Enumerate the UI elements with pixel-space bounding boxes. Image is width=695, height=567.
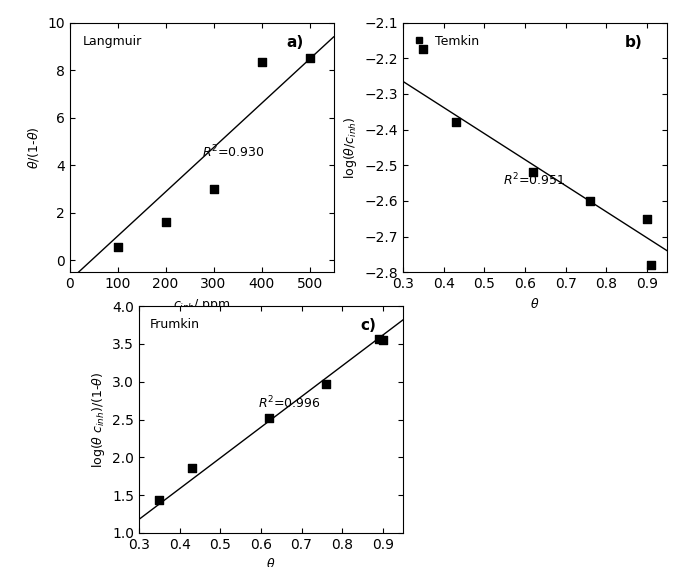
Point — [646, 260, 657, 269]
Text: c): c) — [361, 318, 377, 332]
Point — [263, 413, 275, 422]
Text: b): b) — [625, 35, 643, 50]
Point — [528, 168, 539, 177]
Point — [373, 334, 384, 343]
Point — [377, 336, 389, 345]
Text: $R^2$=0.930: $R^2$=0.930 — [202, 144, 264, 160]
Point — [304, 54, 315, 63]
Point — [186, 463, 197, 472]
Point — [154, 496, 165, 505]
Text: Temkin: Temkin — [435, 35, 479, 48]
Text: $R^2$=0.996: $R^2$=0.996 — [258, 395, 320, 411]
Text: Frumkin: Frumkin — [149, 318, 199, 331]
Text: Langmuir: Langmuir — [83, 35, 142, 48]
Point — [320, 379, 332, 388]
Y-axis label: $\theta$/(1-$\theta$): $\theta$/(1-$\theta$) — [26, 126, 42, 169]
X-axis label: $\theta$: $\theta$ — [530, 297, 540, 311]
Point — [641, 214, 653, 223]
X-axis label: $\theta$: $\theta$ — [266, 557, 276, 567]
Point — [112, 243, 123, 252]
Text: $R^2$=0.951: $R^2$=0.951 — [503, 171, 566, 188]
Point — [450, 118, 461, 127]
Point — [418, 45, 429, 54]
Y-axis label: log($\theta$/$c_{inh}$): log($\theta$/$c_{inh}$) — [342, 116, 359, 179]
X-axis label: $c_{inh}$/ ppm: $c_{inh}$/ ppm — [172, 297, 231, 312]
Text: a): a) — [286, 35, 303, 50]
Y-axis label: log($\theta$ $c_{inh}$)/(1-$\theta$): log($\theta$ $c_{inh}$)/(1-$\theta$) — [90, 371, 106, 468]
Point — [256, 57, 267, 66]
Point — [584, 196, 596, 205]
Point — [208, 184, 219, 193]
Point — [160, 218, 171, 227]
